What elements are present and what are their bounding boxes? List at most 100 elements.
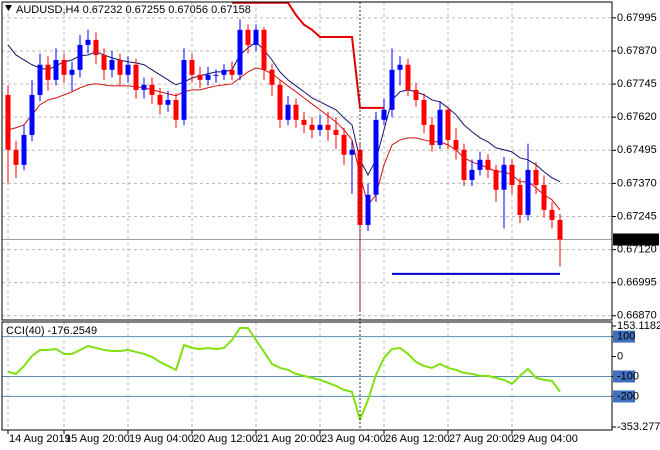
y-tick-label: -353.2778: [617, 421, 660, 433]
y-tick-label: 0.67745: [617, 78, 657, 90]
candle-body: [493, 169, 499, 190]
candle-body: [413, 89, 419, 100]
candle-body: [461, 149, 467, 180]
candle-body: [549, 209, 555, 220]
candle-body: [437, 109, 443, 145]
candle-body: [245, 29, 251, 45]
candle-body: [333, 129, 339, 135]
candle-body: [85, 39, 91, 45]
y-tick-label: 0.67120: [617, 243, 657, 255]
y-tick-label: 0.67870: [617, 45, 657, 57]
candle-body: [293, 104, 299, 120]
candle-body: [501, 164, 507, 190]
last-price-label: 0.67158: [616, 233, 656, 245]
level-label-box: [613, 330, 635, 343]
candle-body: [125, 64, 131, 75]
x-tick-label: 23 Aug 04:00: [321, 433, 386, 445]
x-tick-label: 20 Aug 12:00: [193, 433, 258, 445]
cci-plot: [2, 322, 612, 430]
candle-body: [21, 134, 27, 165]
y-tick-label: -200: [617, 390, 639, 402]
main-plot: [2, 2, 612, 320]
x-tick-label: 19 Aug 04:00: [129, 433, 194, 445]
candle-body: [53, 59, 59, 80]
candle-body: [381, 109, 387, 120]
candle-body: [157, 94, 163, 105]
y-tick-label: 0.67495: [617, 144, 657, 156]
candle-body: [101, 54, 107, 70]
candle-body: [477, 159, 483, 170]
candle-body: [325, 124, 331, 130]
candle-body: [349, 149, 355, 155]
indicator-line: [7, 41, 561, 183]
y-tick-label: 0.67370: [617, 177, 657, 189]
candle-body: [93, 39, 99, 55]
candle-body: [205, 74, 211, 80]
candle-body: [77, 44, 83, 70]
candle-body: [141, 84, 147, 90]
level-label-box: [613, 390, 635, 403]
chart-title: AUDUSD,H4 0.67232 0.67255 0.67056 0.6715…: [16, 4, 251, 16]
last-price-box: [613, 233, 659, 246]
candle-body: [133, 64, 139, 90]
candle-body: [453, 139, 459, 150]
candle-body: [29, 94, 35, 135]
candle-body: [389, 69, 395, 110]
candle-body: [557, 219, 563, 240]
candle-body: [421, 99, 427, 125]
candle-body: [277, 84, 283, 120]
y-tick-label: 153.1182: [617, 320, 660, 332]
y-tick-label: 0.66870: [617, 310, 657, 322]
candle-body: [197, 74, 203, 80]
x-tick-label: 27 Aug 20:00: [449, 433, 514, 445]
cci-line: [7, 327, 561, 421]
candle-body: [341, 134, 347, 155]
x-tick-label: 26 Aug 12:00: [385, 433, 450, 445]
candle-body: [405, 64, 411, 90]
candle-body: [365, 194, 371, 225]
level-label-box: [613, 370, 635, 383]
plot-layer: [2, 2, 612, 430]
candle-body: [261, 29, 267, 70]
candle-body: [397, 64, 403, 70]
indicator-line: [232, 2, 384, 109]
candle-body: [221, 69, 227, 75]
candle-body: [229, 69, 235, 75]
candle-body: [469, 169, 475, 180]
x-tick-label: 29 Aug 04:00: [513, 433, 578, 445]
candle-body: [269, 69, 275, 85]
title-icon: [5, 5, 12, 11]
candle-body: [117, 59, 123, 75]
candle-body: [181, 59, 187, 120]
y-tick-label: 100: [617, 331, 635, 343]
candle-body: [37, 64, 43, 95]
candle-body: [253, 29, 259, 45]
candle-body: [45, 64, 51, 80]
candle-body: [541, 184, 547, 210]
candle-body: [13, 149, 19, 165]
main-frame: [1, 1, 613, 321]
y-tick-label: 0.67620: [617, 111, 657, 123]
candle-body: [485, 159, 491, 170]
candle-body: [509, 164, 515, 185]
candle-body: [173, 99, 179, 120]
candle-body: [445, 109, 451, 140]
y-tick-label: 0.67995: [617, 12, 657, 24]
indicator-line: [7, 67, 561, 211]
x-tick-label: 14 Aug 2019: [9, 433, 71, 445]
candle-body: [373, 119, 379, 195]
candle-body: [525, 169, 531, 215]
candle-body: [69, 69, 75, 75]
candle-body: [429, 124, 435, 145]
y-tick-label: 0: [617, 350, 623, 362]
candle-body: [149, 84, 155, 95]
cci-title: CCI(40) -176.2549: [6, 325, 97, 337]
candle-body: [165, 99, 171, 105]
y-tick-label: 0.66995: [617, 277, 657, 289]
candle-body: [61, 59, 67, 75]
x-tick-label: 21 Aug 20:00: [257, 433, 322, 445]
candle-body: [285, 104, 291, 120]
candle-body: [301, 119, 307, 125]
